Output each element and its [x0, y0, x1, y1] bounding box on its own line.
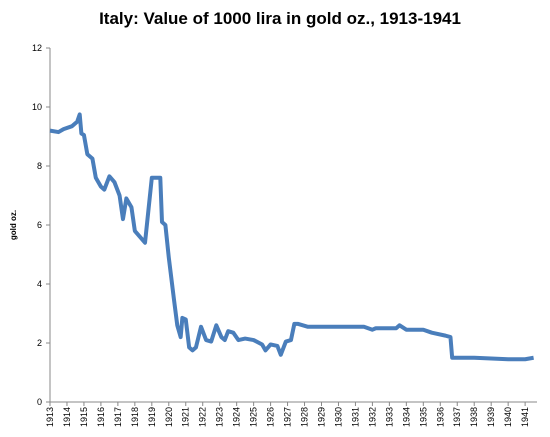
y-axis-label: gold oz.: [9, 210, 18, 240]
y-tick-label: 2: [37, 338, 42, 348]
x-tick-label: 1937: [452, 407, 462, 427]
x-tick-label: 1939: [486, 407, 496, 427]
x-tick-label: 1914: [62, 407, 72, 427]
x-tick-label: 1925: [249, 407, 259, 427]
x-tick-label: 1930: [333, 407, 343, 427]
x-tick-label: 1935: [418, 407, 428, 427]
x-tick-label: 1936: [435, 407, 445, 427]
x-tick-label: 1913: [45, 407, 55, 427]
x-tick-label: 1927: [283, 407, 293, 427]
y-tick-label: 4: [37, 279, 42, 289]
x-tick-label: 1934: [401, 407, 411, 427]
x-tick-label: 1924: [232, 407, 242, 427]
x-tick-label: 1940: [503, 407, 513, 427]
x-tick-label: 1938: [469, 407, 479, 427]
y-tick-label: 10: [32, 102, 42, 112]
x-tick-label: 1926: [266, 407, 276, 427]
x-tick-label: 1931: [350, 407, 360, 427]
x-tick-label: 1923: [215, 407, 225, 427]
x-tick-label: 1916: [96, 407, 106, 427]
chart-title: Italy: Value of 1000 lira in gold oz., 1…: [99, 9, 461, 28]
y-tick-label: 0: [37, 397, 42, 407]
data-line: [49, 112, 534, 362]
x-tick-label: 1941: [520, 407, 530, 427]
x-tick-label: 1919: [147, 407, 157, 427]
x-tick-label: 1920: [164, 407, 174, 427]
x-tick-label: 1929: [316, 407, 326, 427]
x-tick-label: 1922: [198, 407, 208, 427]
x-tick-label: 1915: [79, 407, 89, 427]
x-tick-label: 1928: [300, 407, 310, 427]
x-tick-label: 1917: [113, 407, 123, 427]
x-tick-label: 1918: [130, 407, 140, 427]
y-tick-label: 8: [37, 161, 42, 171]
y-tick-label: 6: [37, 220, 42, 230]
x-tick-label: 1933: [384, 407, 394, 427]
x-tick-label: 1932: [367, 407, 377, 427]
x-tick-label: 1921: [181, 407, 191, 427]
y-tick-label: 12: [32, 43, 42, 53]
